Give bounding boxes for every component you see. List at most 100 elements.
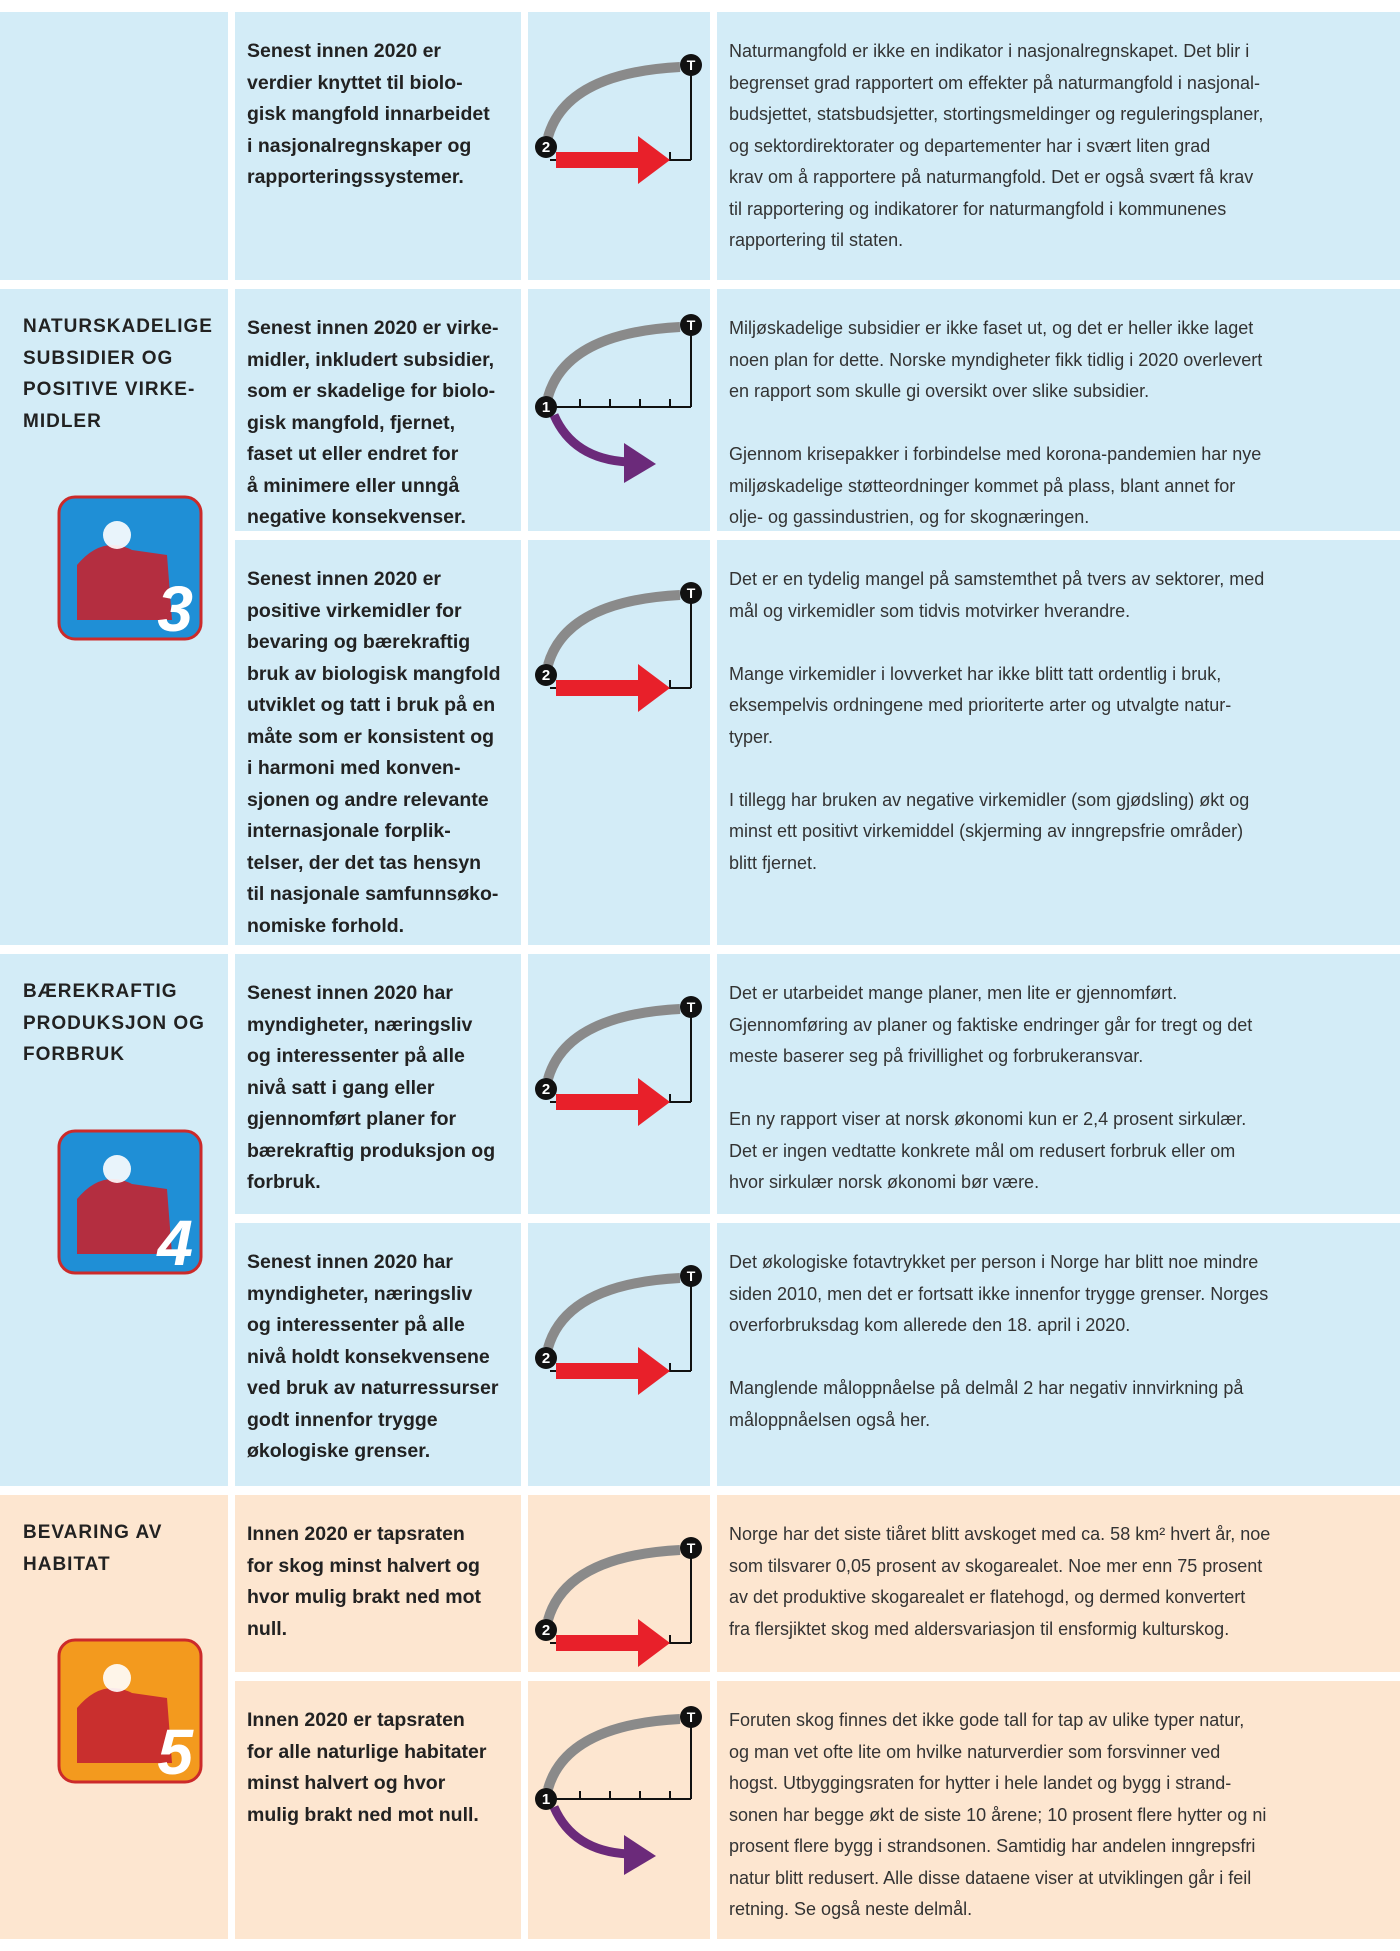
target-label: T bbox=[687, 1709, 696, 1725]
trend-arrow bbox=[556, 680, 642, 696]
text-line: Foruten skog finnes det ikke gode tall f… bbox=[729, 1710, 1245, 1730]
progress-arc bbox=[543, 590, 681, 667]
target-line: bærekraftig produksjon og bbox=[247, 1139, 496, 1162]
text-line: Det økologiske fotavtrykket per person i… bbox=[729, 1252, 1259, 1272]
trend-arrow bbox=[549, 1805, 629, 1859]
icon-number: 5 bbox=[157, 1716, 194, 1784]
target-label: T bbox=[687, 57, 696, 73]
text-line: miljøskadelige støtteordninger kommet på… bbox=[729, 475, 1236, 496]
trend-arrow-head bbox=[624, 443, 656, 483]
progress-arc bbox=[543, 1273, 681, 1350]
text-line: typer. bbox=[729, 726, 774, 747]
text-line: Det er utarbeidet mange planer, men lite… bbox=[729, 983, 1178, 1003]
paragraph: Manglende måloppnåelse på delmål 2 har n… bbox=[729, 1373, 1400, 1436]
target-line: å minimere eller unngå bbox=[247, 474, 460, 497]
trend-arrow-head bbox=[638, 1619, 670, 1667]
target-cell: Innen 2020 er tapsraten for skog minst ha… bbox=[235, 1495, 521, 1672]
trend-arrow-head bbox=[638, 136, 670, 184]
target-line: måte som er konsistent og bbox=[247, 725, 495, 748]
category-title: NATURSKADELIGE bbox=[23, 316, 213, 337]
text-line: minst ett positivt virkemiddel (skjermin… bbox=[729, 821, 1244, 841]
target-marker bbox=[680, 1706, 702, 1728]
text-line: en rapport som skulle gi oversikt over s… bbox=[729, 381, 1150, 401]
trend-arrow bbox=[556, 152, 642, 168]
target-line: Senest innen 2020 har bbox=[247, 982, 453, 1004]
target-line: i nasjonalregnskaper og bbox=[247, 134, 472, 157]
trend-arrow-head bbox=[638, 1078, 670, 1126]
target-line: til nasjonale samfunnsøko- bbox=[247, 883, 499, 905]
paragraph: Gjennom krisepakker i forbindelse med ko… bbox=[729, 439, 1400, 531]
target-line: faset ut eller endret for bbox=[247, 443, 459, 465]
level-marker bbox=[535, 396, 557, 418]
icon-number: 3 bbox=[157, 573, 193, 641]
text-line: siden 2010, men det er fortsatt ikke inn… bbox=[729, 1283, 1269, 1304]
text-line: olje- og gassindustrien, og for skognæri… bbox=[729, 507, 1090, 527]
category-title: POSITIVE VIRKE- bbox=[23, 379, 196, 400]
target-line: økologiske grenser. bbox=[247, 1440, 431, 1462]
target-line: Innen 2020 er tapsraten bbox=[247, 1709, 465, 1731]
progress-gauge: 2T bbox=[535, 1265, 702, 1395]
target-line: telser, der det tas hensyn bbox=[247, 851, 482, 874]
target-line: for skog minst halvert og bbox=[247, 1554, 480, 1577]
target-line: Senest innen 2020 er bbox=[247, 568, 442, 590]
level-label: 1 bbox=[542, 1791, 550, 1808]
target-label: T bbox=[687, 1268, 696, 1284]
target-line: for alle naturlige habitater bbox=[247, 1740, 487, 1763]
target-cell: Senest innen 2020 er verdier knyttet til … bbox=[235, 12, 521, 280]
text-line: Norge har det siste tiåret blitt avskoge… bbox=[729, 1524, 1271, 1544]
text-line: fra flersjiktet skog med aldersvariasjon… bbox=[729, 1618, 1230, 1639]
target-line: utviklet og tatt i bruk på en bbox=[247, 694, 496, 716]
text-line: og man vet ofte lite om hvilke naturverd… bbox=[729, 1741, 1221, 1762]
goal-icon: 4 bbox=[57, 1129, 203, 1275]
paragraph: Det er en tydelig mangel på samstemthet … bbox=[729, 564, 1400, 627]
progress-arc bbox=[543, 1004, 681, 1081]
target-line: gisk mangfold innarbeidet bbox=[247, 103, 490, 125]
target-line: Senest innen 2020 har bbox=[247, 1251, 453, 1273]
text-line: mål og virkemidler som tidvis motvirker … bbox=[729, 600, 1131, 621]
category-cell: NATURSKADELIGE SUBSIDIER OG POSITIVE VIRKE… bbox=[0, 289, 228, 945]
description-cell: Foruten skog finnes det ikke gode tall f… bbox=[717, 1681, 1400, 1939]
target-cell: Senest innen 2020 har myndigheter, næring… bbox=[235, 1223, 521, 1486]
text-line: retning. Se også neste delmål. bbox=[729, 1899, 973, 1919]
icon-number: 4 bbox=[155, 1207, 193, 1275]
text-line: krav om å rapportere på naturmangfold. D… bbox=[729, 167, 1254, 187]
target-line: i harmoni med konven- bbox=[247, 757, 461, 779]
text-line: hvor sirkulær norsk økonomi bør være. bbox=[729, 1172, 1040, 1192]
text-line: En ny rapport viser at norsk økonomi kun… bbox=[729, 1109, 1247, 1129]
level-label: 2 bbox=[542, 1622, 550, 1639]
paragraph: Det er utarbeidet mange planer, men lite… bbox=[729, 978, 1400, 1073]
target-line: bevaring og bærekraftig bbox=[247, 631, 471, 653]
target-cell: Senest innen 2020 er positive virkemidler… bbox=[235, 540, 521, 945]
target-marker bbox=[680, 582, 702, 604]
target-marker bbox=[680, 54, 702, 76]
text-line: måloppnåelsen også her. bbox=[729, 1409, 931, 1430]
description-cell: Norge har det siste tiåret blitt avskoge… bbox=[717, 1495, 1400, 1672]
target-line: hvor mulig brakt ned mot bbox=[247, 1586, 482, 1608]
progress-gauge: 2T bbox=[535, 54, 702, 184]
target-marker bbox=[680, 996, 702, 1018]
category-cell bbox=[0, 12, 228, 280]
target-label: T bbox=[687, 1540, 696, 1556]
target-label: T bbox=[687, 999, 696, 1015]
text-line: prosent flere bygg i strandsonen. Samtid… bbox=[729, 1836, 1256, 1856]
level-label: 1 bbox=[542, 399, 550, 416]
text-line: Naturmangfold er ikke en indikator i nas… bbox=[729, 41, 1250, 61]
text-line: overforbruksdag kom allerede den 18. apr… bbox=[729, 1315, 1131, 1335]
text-line: budsjettet, statsbudsjetter, stortingsme… bbox=[729, 104, 1264, 124]
paragraph: Naturmangfold er ikke en indikator i nas… bbox=[729, 36, 1400, 257]
target-line: negative konsekvenser. bbox=[247, 506, 466, 528]
target-cell: Senest innen 2020 er virke-midler, inklu… bbox=[235, 289, 521, 531]
paragraph: Foruten skog finnes det ikke gode tall f… bbox=[729, 1705, 1400, 1926]
text-line: hogst. Utbyggingsraten for hytter i hele… bbox=[729, 1773, 1232, 1793]
text-line: og sektordirektorater og departementer h… bbox=[729, 135, 1211, 156]
category-title: BEVARING AV bbox=[23, 1522, 163, 1543]
goal-table: Senest innen 2020 er verdier knyttet til … bbox=[0, 12, 1400, 1939]
text-line: som tilsvarer 0,05 prosent av skogareale… bbox=[729, 1555, 1263, 1576]
paragraph: Det økologiske fotavtrykket per person i… bbox=[729, 1247, 1400, 1342]
text-line: eksempelvis ordningene med prioriterte a… bbox=[729, 695, 1232, 715]
text-line: av det produktive skogarealet er flateho… bbox=[729, 1587, 1246, 1607]
trend-arrow bbox=[556, 1094, 642, 1110]
paragraph: Norge har det siste tiåret blitt avskoge… bbox=[729, 1519, 1400, 1645]
